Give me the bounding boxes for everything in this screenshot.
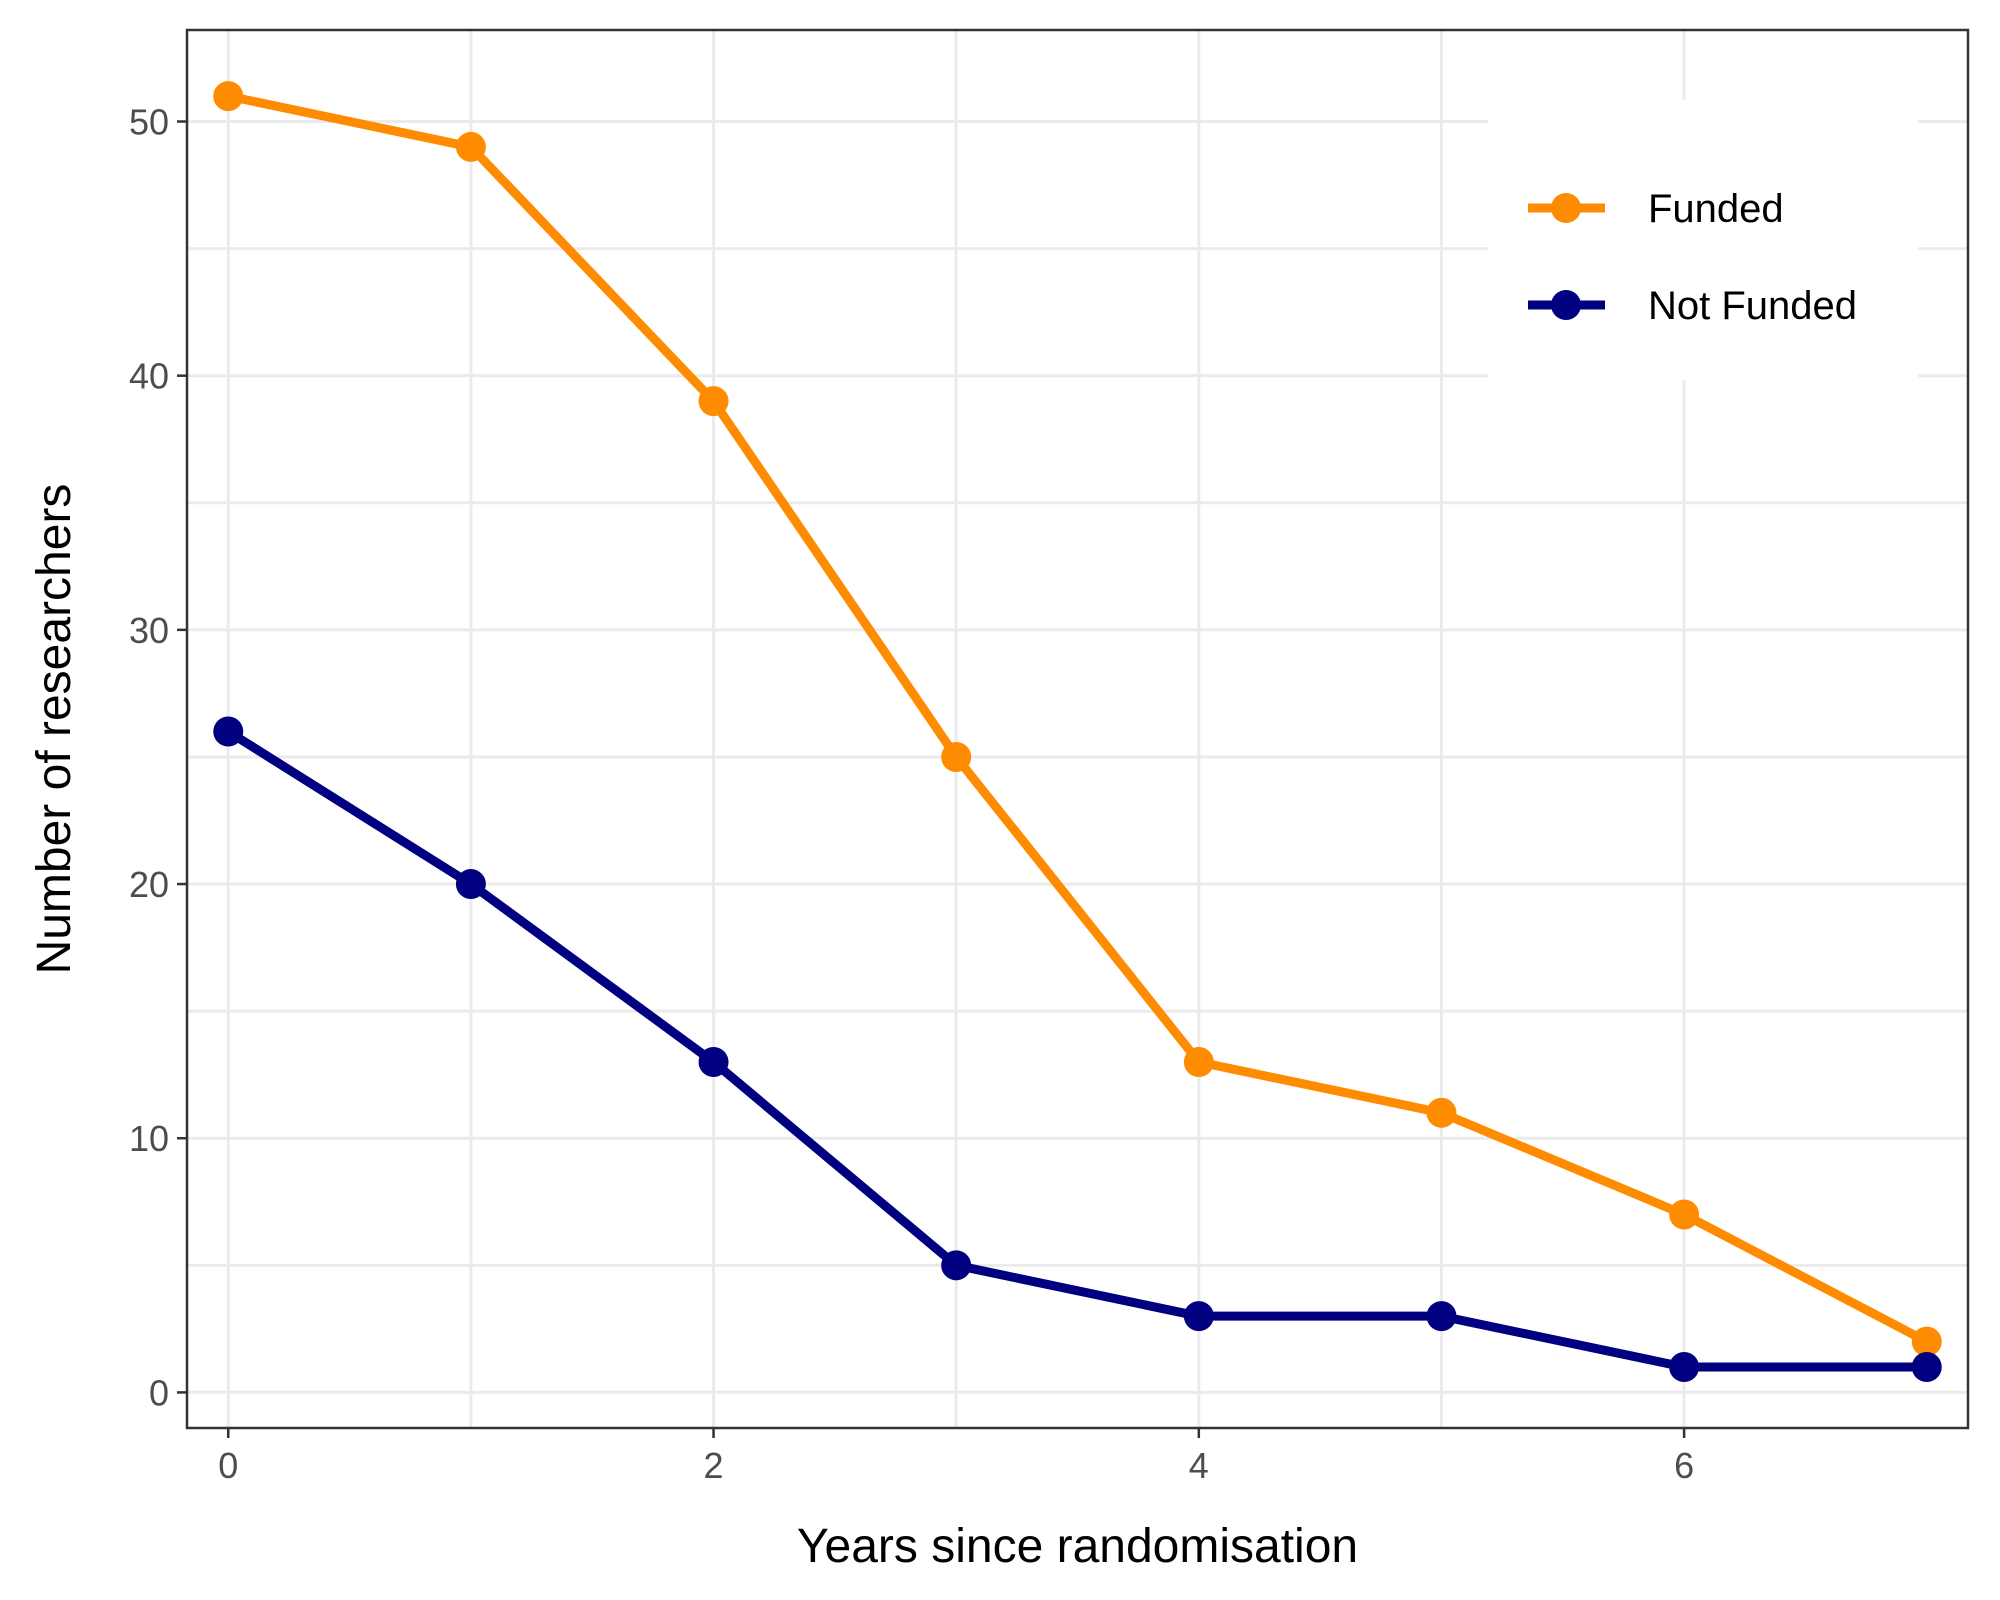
legend-item-funded: Funded	[1528, 187, 1784, 231]
data-point-funded	[698, 386, 729, 417]
x-tick-label: 2	[704, 1445, 724, 1486]
data-point-not-funded	[1669, 1351, 1700, 1382]
data-point-not-funded	[698, 1046, 729, 1077]
axis-ticks: 0 2 4 6 0 10 20 30 40 50	[129, 102, 1694, 1486]
y-tick-label: 50	[129, 102, 169, 143]
y-tick-label: 30	[129, 610, 169, 651]
data-point-funded	[1183, 1046, 1214, 1077]
y-tick-label: 20	[129, 864, 169, 905]
x-tick-label: 0	[218, 1445, 238, 1486]
data-point-funded	[455, 131, 486, 162]
series-line-not-funded	[225, 727, 1927, 1372]
data-point-not-funded	[455, 869, 486, 900]
data-point-funded	[941, 741, 972, 772]
y-axis-title: Number of researchers	[28, 484, 81, 975]
legend-background	[1488, 100, 1918, 380]
data-point-not-funded	[941, 1250, 972, 1281]
y-tick-label: 0	[149, 1372, 169, 1413]
data-point-not-funded	[1426, 1301, 1457, 1332]
x-axis-title: Years since randomisation	[797, 1520, 1358, 1573]
data-point-not-funded	[213, 716, 244, 747]
x-tick-label: 6	[1674, 1445, 1694, 1486]
data-point-not-funded	[1911, 1351, 1942, 1382]
y-tick-label: 10	[129, 1118, 169, 1159]
series-line-funded	[227, 91, 1929, 1346]
series-not-funded	[213, 716, 1942, 1382]
panel-border	[185, 28, 1970, 1430]
series-layer	[213, 81, 1942, 1382]
legend-item-not-funded: Not Funded	[1528, 284, 1857, 328]
gridlines	[187, 30, 1968, 1428]
legend-marker-not-funded	[1551, 290, 1581, 320]
y-tick-label: 40	[129, 356, 169, 397]
data-point-not-funded	[1183, 1301, 1214, 1332]
data-point-funded	[1669, 1199, 1700, 1230]
series-funded	[213, 81, 1942, 1357]
legend-marker-funded	[1551, 193, 1581, 223]
x-tick-label: 4	[1189, 1445, 1209, 1486]
legend-label-not-funded: Not Funded	[1648, 284, 1857, 328]
data-point-funded	[1426, 1097, 1457, 1128]
data-point-funded	[1911, 1326, 1942, 1357]
legend-label-funded: Funded	[1648, 187, 1784, 231]
data-point-funded	[213, 81, 244, 112]
legend: Funded Not Funded	[1488, 100, 1918, 380]
